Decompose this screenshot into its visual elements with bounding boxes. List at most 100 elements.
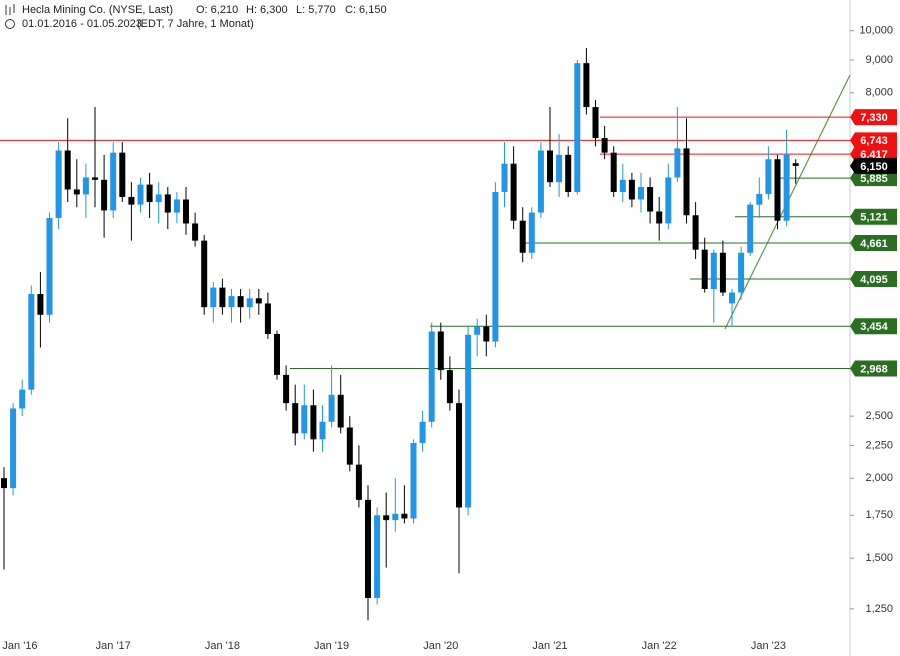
candle-body [465, 334, 472, 508]
level-label: 7,330 [860, 112, 888, 124]
level-label: 4,661 [860, 238, 888, 250]
candle-body [346, 427, 353, 465]
candle-body [428, 331, 435, 422]
candle-body [410, 442, 417, 519]
candle-body [492, 191, 499, 342]
y-tick-label: 1,750 [865, 509, 893, 521]
x-tick-label: Jan '19 [314, 640, 349, 652]
candle-body [164, 194, 171, 213]
candle-body [647, 187, 654, 212]
candle-body [28, 293, 35, 390]
candle-body [437, 331, 444, 371]
y-tick-label: 2,500 [865, 410, 893, 422]
candle-body [10, 408, 17, 489]
candle-body [519, 220, 526, 253]
candle-body [656, 211, 663, 224]
candle-body [64, 150, 71, 190]
candle-body [383, 515, 390, 521]
candle-body [328, 394, 335, 422]
candle-body [774, 159, 781, 221]
candle-body [192, 223, 199, 241]
candle-body [355, 464, 362, 500]
candle-body [556, 154, 563, 183]
candle-body [638, 187, 644, 200]
candle-body [292, 403, 299, 434]
y-tick-label: 2,000 [865, 472, 893, 484]
candle-body [592, 107, 599, 138]
level-label: 4,095 [860, 274, 888, 286]
candle-body [710, 252, 717, 289]
candle-body [401, 513, 408, 519]
x-tick-label: Jan '23 [751, 640, 786, 652]
candle-body [319, 421, 326, 440]
title: Hecla Mining Co. (NYSE, Last) [22, 4, 173, 16]
range-info: (EDT, 7 Jahre, 1 Monat) [137, 18, 254, 30]
candle-body [674, 148, 681, 178]
candle-body [783, 154, 790, 221]
candle-body [501, 163, 508, 192]
candle-body [483, 326, 490, 342]
candle-body [619, 179, 626, 192]
candle-body [110, 152, 117, 211]
candle-body [92, 177, 98, 180]
level-label: 6,743 [860, 135, 888, 147]
candle-body [729, 292, 735, 304]
level-box [850, 234, 897, 251]
candle-body [792, 163, 799, 166]
level-label: 5,121 [860, 212, 888, 224]
candle-body [119, 152, 126, 197]
last-price-label: 6,150 [860, 161, 888, 173]
level-box [850, 132, 897, 149]
candle-body [610, 152, 617, 192]
candle-body [73, 189, 80, 195]
level-label: 5,885 [860, 173, 888, 185]
last-price-box [850, 157, 897, 174]
x-tick-label: Jan '20 [423, 640, 458, 652]
candle-body [310, 405, 317, 440]
y-tick-label: 9,000 [865, 54, 893, 66]
x-tick-label: Jan '21 [532, 640, 567, 652]
candle-body [692, 215, 699, 250]
candle-body [46, 217, 53, 315]
candle-body [237, 296, 244, 308]
candle-body [201, 240, 208, 308]
y-tick-label: 1,500 [865, 552, 893, 564]
candle-body [419, 421, 426, 443]
candle-body [547, 150, 553, 183]
candle-body [37, 293, 44, 315]
candle-body [365, 499, 371, 598]
candle-body [264, 303, 271, 334]
x-tick-label: Jan '17 [96, 640, 131, 652]
candle-body [601, 137, 608, 153]
open: O: 6,210 [196, 4, 238, 16]
level-box [850, 318, 897, 335]
x-tick-label: Jan '22 [642, 640, 677, 652]
candle-body [474, 326, 481, 335]
candle-body [374, 515, 381, 598]
candle-body [765, 159, 772, 194]
level-box [850, 208, 897, 225]
candle-body [301, 405, 308, 434]
candle-body [219, 287, 226, 308]
high: H: 6,300 [246, 4, 288, 16]
candle-body [137, 184, 144, 205]
candle-body [82, 177, 89, 195]
candle-body [1, 478, 7, 489]
level-label: 3,454 [860, 321, 888, 333]
candle-body [392, 513, 399, 521]
candle-body [246, 298, 253, 308]
level-box [850, 170, 897, 187]
candle-body [228, 296, 235, 308]
candle-body [738, 252, 745, 293]
candle-body [55, 150, 62, 218]
level-box [850, 360, 897, 377]
candle-body [628, 179, 635, 200]
candle-body [565, 154, 572, 192]
x-tick-label: Jan '18 [205, 640, 240, 652]
candle-body [155, 194, 162, 203]
candle-body [528, 212, 535, 253]
candle-body [456, 403, 462, 508]
y-tick-label: 2,250 [865, 439, 893, 451]
